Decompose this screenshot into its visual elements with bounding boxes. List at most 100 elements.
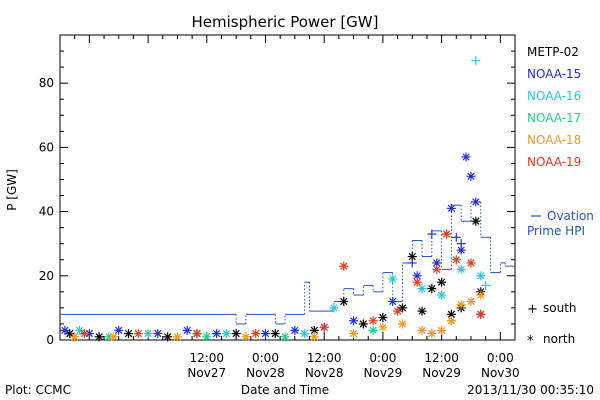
marker-noaa-15-north xyxy=(153,329,163,339)
marker-noaa-18-north xyxy=(456,300,466,310)
plot-area xyxy=(59,34,516,341)
legend-item-noaa-15: NOAA-15 xyxy=(527,67,581,81)
marker-noaa-16-south xyxy=(481,280,491,290)
marker-metp-02-north xyxy=(471,216,481,226)
marker-noaa-18-north xyxy=(378,322,388,332)
marker-metp-02-north xyxy=(437,277,447,287)
marker-noaa-18-north xyxy=(241,332,251,342)
plot-frame xyxy=(59,34,516,341)
legend-item-metp-02: METP-02 xyxy=(527,45,579,59)
marker-noaa-15-north xyxy=(182,325,192,335)
marker-noaa-16-north xyxy=(143,329,153,339)
legend-item-noaa-19: NOAA-19 xyxy=(527,155,581,169)
marker-noaa-15-north xyxy=(461,152,471,162)
marker-noaa-18-north xyxy=(397,319,407,329)
data-markers xyxy=(60,56,491,342)
x-tick-label-date: Nov29 xyxy=(364,366,403,380)
legend-item-noaa-17: NOAA-17 xyxy=(527,111,581,125)
marker-noaa-18-north xyxy=(437,325,447,335)
marker-noaa-18-north xyxy=(466,296,476,306)
marker-metp-02-north xyxy=(378,313,388,323)
marker-noaa-15-north xyxy=(290,325,300,335)
marker-metp-02-north xyxy=(339,296,349,306)
x-tick-label-time: 12:00 xyxy=(424,351,459,365)
y-tick-label: 60 xyxy=(39,140,54,154)
marker-metp-02-north xyxy=(231,329,241,339)
marker-noaa-15-north xyxy=(260,329,270,339)
axis-ticks: 02040608012:00Nov270:00Nov2812:00Nov280:… xyxy=(39,35,520,380)
y-tick-label: 20 xyxy=(39,269,54,283)
marker-noaa-18-north xyxy=(309,332,319,342)
marker-noaa-19-north xyxy=(442,229,452,239)
legend-item-noaa-16: NOAA-16 xyxy=(527,89,581,103)
marker-noaa-16-north xyxy=(476,271,486,281)
marker-noaa-16-north xyxy=(329,303,339,313)
marker-noaa-15-north xyxy=(60,325,70,335)
marker-noaa-18-north xyxy=(109,332,119,342)
marker-noaa-15-south xyxy=(407,258,417,268)
ovation-hpi-line xyxy=(60,201,515,325)
marker-metp-02-north xyxy=(417,306,427,316)
marker-noaa-16-north xyxy=(437,290,447,300)
marker-noaa-17-north xyxy=(280,332,290,342)
marker-noaa-15-south xyxy=(451,232,461,242)
x-axis-label: Date and Time xyxy=(241,383,329,397)
marker-noaa-15-north xyxy=(388,296,398,306)
y-tick-label: 80 xyxy=(39,76,54,90)
marker-metp-02-north xyxy=(397,303,407,313)
x-tick-label-time: 0:00 xyxy=(252,351,279,365)
ovation-legend-label-line1: Ovation xyxy=(547,209,594,223)
marker-noaa-16-north xyxy=(221,329,231,339)
x-tick-label-time: 0:00 xyxy=(487,351,514,365)
x-tick-label-date: Nov29 xyxy=(422,366,461,380)
x-tick-label-time: 12:00 xyxy=(189,351,224,365)
x-tick-label-time: 0:00 xyxy=(369,351,396,365)
x-tick-label-date: Nov28 xyxy=(305,366,344,380)
marker-noaa-16-north xyxy=(388,274,398,284)
marker-noaa-18-north xyxy=(172,332,182,342)
marker-noaa-17-north xyxy=(368,325,378,335)
legend-item-noaa-18: NOAA-18 xyxy=(527,133,581,147)
marker-noaa-16-south xyxy=(471,56,481,66)
plot-timestamp: 2013/11/30 00:35:10 xyxy=(467,383,594,397)
marker-noaa-19-north xyxy=(476,309,486,319)
marker-noaa-18-north xyxy=(70,332,80,342)
marker-noaa-18-north xyxy=(446,316,456,326)
marker-noaa-19-north xyxy=(339,261,349,271)
marker-noaa-16-north xyxy=(456,264,466,274)
y-tick-label: 40 xyxy=(39,205,54,219)
marker-noaa-15-north xyxy=(212,329,222,339)
marker-noaa-17-north xyxy=(202,332,212,342)
marker-noaa-19-north xyxy=(79,329,89,339)
ovation-legend-label-line2: Prime HPI xyxy=(527,224,585,238)
marker-noaa-15-north xyxy=(349,316,359,326)
marker-noaa-19-north xyxy=(319,322,329,332)
marker-noaa-15-north xyxy=(446,203,456,213)
marker-noaa-19-north xyxy=(432,264,442,274)
marker-noaa-15-south xyxy=(427,229,437,239)
marker-noaa-18-north xyxy=(427,329,437,339)
marker-noaa-19-north xyxy=(412,277,422,287)
marker-noaa-19-north xyxy=(133,329,143,339)
marker-noaa-15-north xyxy=(471,197,481,207)
marker-noaa-18-north xyxy=(349,329,359,339)
marker-metp-02-north xyxy=(427,284,437,294)
marker-metp-02-north xyxy=(270,329,280,339)
marker-noaa-19-north xyxy=(192,329,202,339)
marker-noaa-15-south xyxy=(456,239,466,249)
marker-noaa-19-north xyxy=(451,255,461,265)
marker-metp-02-north xyxy=(163,332,173,342)
marker-noaa-18-north xyxy=(417,325,427,335)
marker-noaa-16-north xyxy=(417,284,427,294)
marker-metp-02-north xyxy=(65,329,75,339)
marker-noaa-15-north xyxy=(432,258,442,268)
marker-noaa-16-north xyxy=(75,325,85,335)
y-tick-label: 0 xyxy=(46,333,54,347)
x-tick-label-date: Nov30 xyxy=(481,366,520,380)
marker-noaa-19-north xyxy=(466,258,476,268)
legend: METP-02 NOAA-15 NOAA-16 NOAA-17 NOAA-18 … xyxy=(527,45,594,349)
marker-legend-north: north xyxy=(543,332,575,346)
marker-legend-south: south xyxy=(543,301,577,315)
plot-credit: Plot: CCMC xyxy=(5,383,71,397)
